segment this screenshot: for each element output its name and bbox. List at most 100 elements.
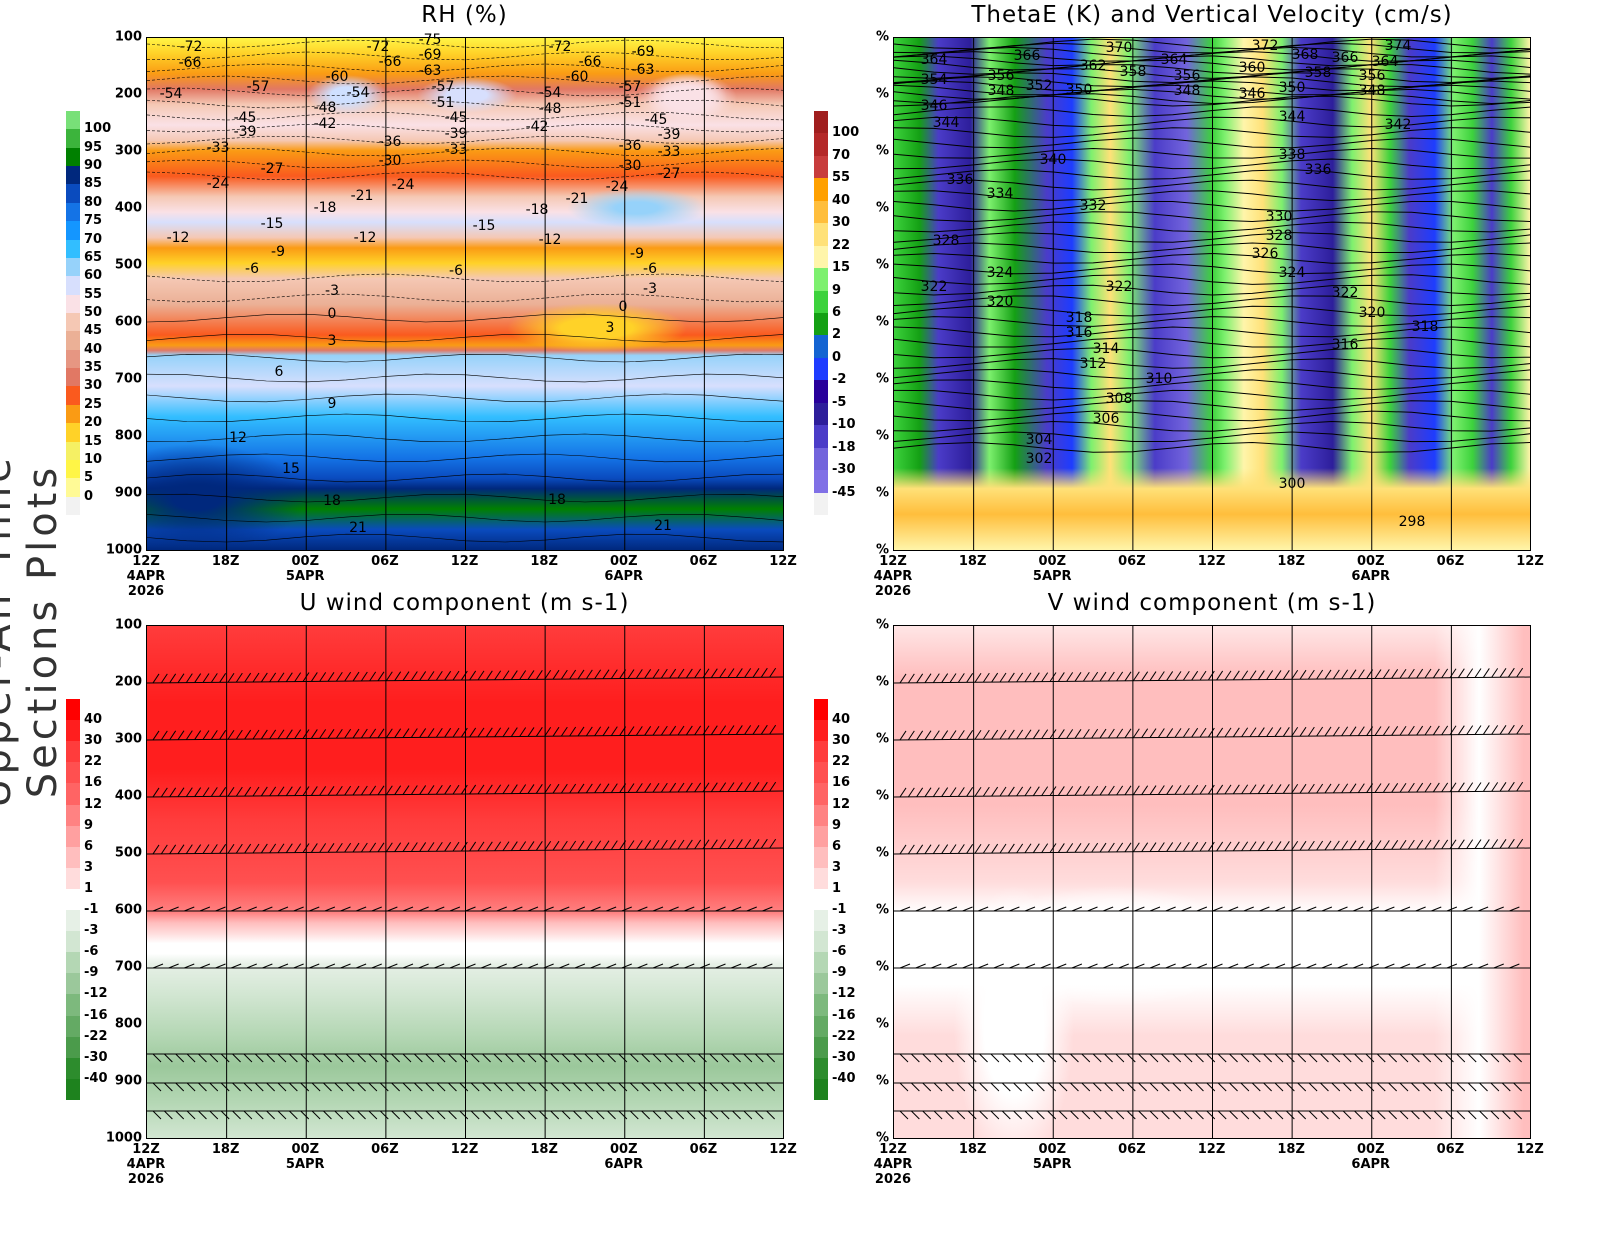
wind-barb (1274, 670, 1282, 680)
wind-barb (1341, 840, 1349, 851)
wind-barb (539, 1110, 548, 1120)
wind-barb (932, 844, 940, 854)
wind-barb (152, 787, 160, 798)
wind-barb (360, 785, 368, 796)
thetae-label: 336 (1304, 162, 1332, 178)
wind-barb (510, 841, 518, 851)
wind-barb (377, 728, 385, 739)
v-colorbar-swatch (814, 994, 828, 1017)
wind-barb (544, 669, 552, 680)
wind-barb (675, 1110, 685, 1120)
isotherm-contour (147, 453, 783, 463)
wind-barb (1507, 724, 1515, 735)
wind-barb (436, 1110, 446, 1120)
wind-barb (186, 1082, 196, 1092)
wind-barb (1241, 841, 1249, 852)
wind-barb (1499, 839, 1507, 849)
wind-barb (1009, 906, 1020, 912)
time-tick-label: 00Z 5APR (1032, 1142, 1072, 1172)
thetae-colorbar-label: 15 (832, 260, 851, 276)
wind-barb (1299, 669, 1307, 680)
wind-barb (377, 842, 385, 853)
rh-colorbar-swatch (66, 441, 80, 461)
wind-barb (607, 1053, 616, 1063)
wind-barb (754, 1082, 764, 1092)
wind-barb (1493, 963, 1504, 969)
wind-barb (684, 906, 695, 912)
wind-barb (605, 906, 617, 912)
thetae-colorbar-label: 100 (832, 125, 860, 141)
wind-barb (1441, 782, 1449, 793)
wind-barb (459, 1110, 469, 1120)
wind-barb (746, 963, 757, 969)
wind-barb (371, 963, 382, 969)
wind-barb (494, 670, 502, 681)
wind-barb (974, 672, 982, 683)
wind-barb (186, 1053, 196, 1063)
wind-barb (302, 843, 310, 853)
v-colorbar-swatch (814, 931, 828, 953)
thetae-label: 308 (1105, 391, 1133, 407)
rh-colorbar-label: 75 (84, 213, 103, 229)
wind-barb (1513, 1110, 1522, 1120)
u-colorbar-swatch (66, 741, 80, 763)
wind-barb (1181, 906, 1192, 912)
wind-barb (1366, 726, 1374, 736)
wind-barb (448, 1053, 457, 1063)
wind-barb (452, 727, 460, 738)
wind-barb (1474, 782, 1482, 792)
wind-barb (1013, 1110, 1022, 1120)
wind-barb (410, 671, 418, 681)
thetae-label: 366 (1331, 50, 1359, 66)
wind-barb (584, 1082, 594, 1092)
isotherm-label: 3 (605, 320, 615, 336)
wind-barb (916, 730, 924, 741)
wind-barb (710, 839, 718, 849)
time-tick-label: 12Z (1516, 1142, 1544, 1157)
wind-barb (493, 1110, 503, 1120)
wind-barb (1474, 725, 1482, 735)
wind-barb (1274, 727, 1282, 737)
wind-barb (941, 673, 949, 683)
wind-barb (1007, 786, 1015, 797)
wind-barb (227, 729, 235, 740)
wind-barb (414, 1110, 423, 1120)
wind-barb (1182, 841, 1190, 852)
wind-barb (1501, 1053, 1511, 1063)
wind-barb (1307, 726, 1315, 737)
wind-barb (516, 1053, 525, 1063)
wind-barb (1066, 786, 1074, 796)
isotherm-label: 21 (349, 520, 367, 536)
wind-barb (1092, 1053, 1102, 1063)
wind-barb (477, 784, 485, 795)
wind-barb (368, 1053, 378, 1063)
wind-barb (436, 1082, 446, 1092)
wind-barb (1107, 671, 1115, 682)
wind-barb (260, 786, 268, 797)
wind-barb (369, 785, 377, 796)
wind-barb (1411, 1082, 1420, 1092)
wind-barb (175, 1082, 185, 1092)
wind-barb (644, 726, 652, 736)
wind-barb (1291, 726, 1299, 737)
wind-barb (1217, 1082, 1227, 1092)
wind-barb (344, 671, 352, 682)
year-label: 2026 (127, 1172, 165, 1187)
time-tick-label: 12Z (769, 1142, 797, 1157)
wind-barb (627, 840, 635, 850)
isotherm-contour (147, 111, 783, 121)
wind-barb (677, 668, 685, 679)
wind-barb (402, 906, 414, 912)
wind-barb (1446, 906, 1458, 912)
u-colorbar-label: 1 (84, 880, 94, 896)
wind-barb (899, 906, 911, 912)
wind-barb (323, 1082, 332, 1092)
wind-barb (719, 668, 727, 678)
isotherm-label: -30 (378, 153, 402, 169)
wind-barb (1354, 1110, 1363, 1120)
wind-barb (427, 671, 435, 681)
wind-barb (1357, 669, 1365, 679)
wind-barb (244, 786, 252, 797)
rh-colorbar-swatch (66, 349, 80, 369)
wind-barb (244, 843, 252, 854)
